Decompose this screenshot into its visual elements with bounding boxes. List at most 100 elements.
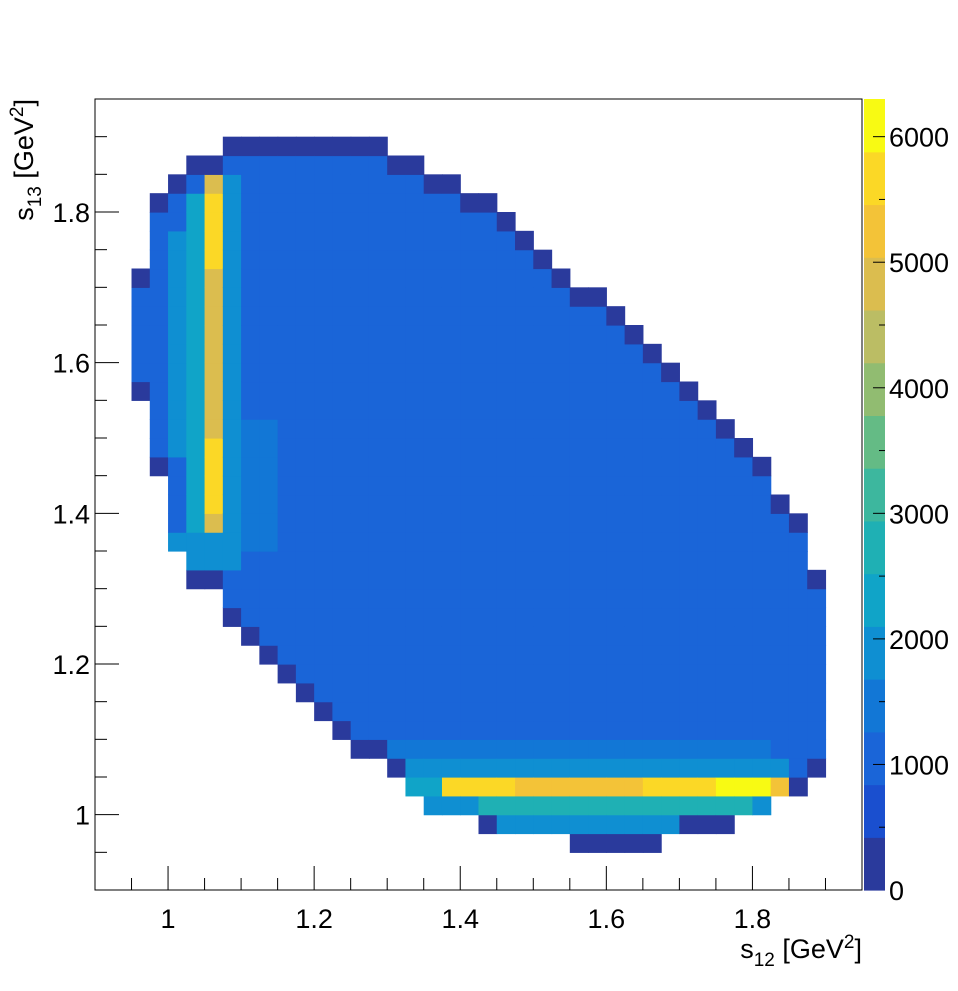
heatmap-cell: [515, 607, 534, 627]
heatmap-cell: [478, 438, 498, 458]
heatmap-cell: [734, 494, 754, 514]
heatmap-cell: [569, 626, 589, 646]
heatmap-cell: [350, 494, 370, 514]
heatmap-cell: [642, 701, 662, 722]
heatmap-cell: [770, 682, 790, 703]
heatmap-cell: [259, 155, 279, 175]
heatmap-cell: [368, 343, 388, 364]
heatmap-cell: [204, 174, 224, 194]
heatmap-cell: [496, 438, 516, 458]
heatmap-cell: [642, 343, 662, 364]
heatmap-cell: [478, 230, 498, 251]
heatmap-cell: [332, 551, 352, 571]
heatmap-cell: [368, 400, 388, 420]
heatmap-cell: [588, 400, 607, 420]
heatmap-cell: [314, 682, 333, 703]
heatmap-cell: [259, 287, 279, 307]
heatmap-cell: [679, 645, 699, 665]
heatmap-cell: [350, 325, 370, 345]
y-axis-title-unit-pre: [GeV: [9, 117, 39, 186]
heatmap-cell: [569, 456, 589, 477]
heatmap-cell: [734, 701, 754, 722]
heatmap-cell: [788, 739, 808, 759]
heatmap-cell: [314, 419, 333, 439]
heatmap-cell: [387, 325, 407, 345]
heatmap-cell: [807, 569, 827, 590]
heatmap-cell: [332, 664, 352, 684]
heatmap-cell: [588, 551, 607, 571]
heatmap-cell: [405, 626, 425, 646]
heatmap-cell: [752, 513, 772, 533]
heatmap-cell: [588, 682, 607, 703]
colorbar-swatch: [864, 520, 885, 575]
heatmap-cell: [277, 569, 297, 590]
heatmap-cell: [241, 249, 260, 270]
heatmap-cell: [533, 268, 553, 288]
heatmap-cell: [715, 758, 735, 778]
heatmap-cell: [259, 494, 279, 514]
heatmap-cell: [222, 588, 242, 609]
heatmap-cell: [606, 419, 626, 439]
heatmap-cell: [679, 664, 699, 684]
heatmap-cell: [277, 381, 297, 401]
heatmap-cell: [533, 664, 553, 684]
heatmap-cell: [533, 720, 553, 740]
heatmap-cell: [186, 569, 206, 590]
heatmap-cell: [314, 325, 333, 345]
y-axis-title-unit-sup: 2: [7, 107, 28, 118]
heatmap-cell: [149, 193, 169, 213]
heatmap-cell: [624, 569, 644, 590]
heatmap-cell: [606, 739, 626, 759]
heatmap-cell: [606, 588, 626, 609]
heatmap-cell: [295, 325, 315, 345]
heatmap-cell: [168, 494, 187, 514]
heatmap-cell: [204, 381, 224, 401]
heatmap-cell: [569, 777, 589, 797]
heatmap-cell: [387, 739, 407, 759]
heatmap-cell: [569, 419, 589, 439]
heatmap-cell: [441, 400, 461, 420]
heatmap-cell: [515, 475, 534, 496]
heatmap-cell: [478, 720, 498, 740]
heatmap-cell: [697, 701, 717, 722]
heatmap-cell: [314, 438, 333, 458]
heatmap-cell: [368, 551, 388, 571]
heatmap-cell: [551, 739, 571, 759]
heatmap-cell: [478, 551, 498, 571]
heatmap-cell: [515, 739, 534, 759]
heatmap-cell: [423, 287, 443, 307]
heatmap-cell: [606, 682, 626, 703]
heatmap-cell: [423, 758, 443, 778]
heatmap-cell: [588, 626, 607, 646]
heatmap-cell: [478, 343, 498, 364]
heatmap-cell: [405, 701, 425, 722]
colorbar-tick-label: 1000: [889, 750, 949, 780]
heatmap-cell: [697, 419, 717, 439]
heatmap-cell: [642, 456, 662, 477]
heatmap-cell: [715, 494, 735, 514]
heatmap-cell: [186, 400, 206, 420]
heatmap-cell: [295, 230, 315, 251]
heatmap-cell: [222, 287, 242, 307]
heatmap-cell: [478, 777, 498, 797]
heatmap-cell: [387, 381, 407, 401]
heatmap-cell: [441, 325, 461, 345]
heatmap-cell: [204, 400, 224, 420]
heatmap-cell: [405, 155, 425, 175]
y-axis-title-sub: 13: [25, 186, 46, 207]
colorbar-swatch: [864, 573, 885, 627]
heatmap-cell: [314, 532, 333, 552]
heatmap-cell: [642, 795, 662, 816]
heatmap-cell: [515, 287, 534, 307]
heatmap-cell: [259, 193, 279, 213]
heatmap-cell: [551, 645, 571, 665]
heatmap-cell: [588, 833, 607, 853]
heatmap-cell: [314, 249, 333, 270]
heatmap-cell: [679, 551, 699, 571]
heatmap-cell: [661, 626, 680, 646]
heatmap-cell: [661, 400, 680, 420]
heatmap-cell: [752, 795, 772, 816]
heatmap-cell: [241, 212, 260, 232]
heatmap-cell: [588, 362, 607, 383]
heatmap-cell: [478, 268, 498, 288]
